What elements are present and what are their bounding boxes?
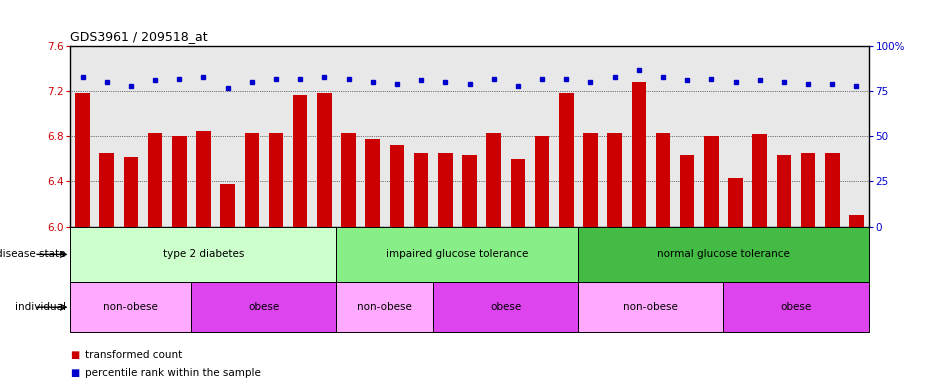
Text: GDS3961 / 209518_at: GDS3961 / 209518_at	[70, 30, 208, 43]
Bar	[583, 133, 598, 227]
Bar	[578, 282, 723, 332]
Text: obese: obese	[490, 302, 521, 312]
Text: disease state: disease state	[0, 249, 66, 260]
Bar	[486, 133, 500, 227]
Bar	[433, 282, 578, 332]
Bar	[632, 82, 646, 227]
Bar	[70, 227, 336, 282]
Text: non-obese: non-obese	[103, 302, 159, 312]
Bar	[341, 133, 356, 227]
Bar	[511, 159, 525, 227]
Bar	[439, 153, 453, 227]
Text: type 2 diabetes: type 2 diabetes	[162, 249, 244, 260]
Bar	[777, 156, 792, 227]
Bar	[752, 134, 767, 227]
Text: obese: obese	[248, 302, 280, 312]
Text: non-obese: non-obese	[623, 302, 678, 312]
Text: obese: obese	[780, 302, 811, 312]
Bar	[293, 94, 307, 227]
Bar	[147, 133, 162, 227]
Bar	[365, 139, 380, 227]
Text: ■: ■	[70, 350, 80, 360]
Bar	[608, 133, 622, 227]
Text: normal glucose tolerance: normal glucose tolerance	[657, 249, 790, 260]
Bar	[336, 282, 433, 332]
Bar	[172, 136, 187, 227]
Text: non-obese: non-obese	[358, 302, 412, 312]
Bar	[680, 156, 695, 227]
Bar	[655, 133, 670, 227]
Bar	[414, 153, 428, 227]
Bar	[535, 136, 549, 227]
Bar	[704, 136, 718, 227]
Bar	[196, 131, 210, 227]
Bar	[100, 153, 114, 227]
Bar	[124, 157, 138, 227]
Bar	[70, 282, 192, 332]
Bar	[578, 227, 869, 282]
Bar	[317, 93, 331, 227]
Text: individual: individual	[15, 302, 66, 312]
Bar	[849, 215, 864, 227]
Bar	[192, 282, 336, 332]
Text: transformed count: transformed count	[85, 350, 183, 360]
Bar	[221, 184, 235, 227]
Bar	[723, 282, 869, 332]
Text: percentile rank within the sample: percentile rank within the sample	[85, 368, 261, 378]
Bar	[462, 156, 477, 227]
Text: impaired glucose tolerance: impaired glucose tolerance	[386, 249, 529, 260]
Bar	[244, 133, 259, 227]
Bar	[390, 145, 404, 227]
Bar	[336, 227, 578, 282]
Text: ■: ■	[70, 368, 80, 378]
Bar	[75, 93, 90, 227]
Bar	[559, 93, 574, 227]
Bar	[729, 178, 743, 227]
Bar	[269, 133, 284, 227]
Bar	[801, 153, 815, 227]
Bar	[825, 153, 839, 227]
